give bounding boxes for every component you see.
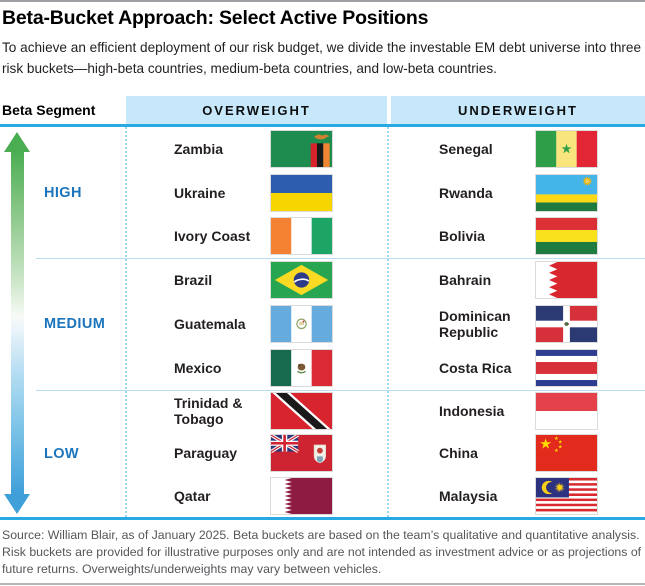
- underweight-column: Senegal Rwanda Bolivia: [391, 127, 645, 258]
- figure-title: Beta-Bucket Approach: Select Active Posi…: [2, 7, 429, 29]
- table-row: Dominican Republic: [391, 302, 645, 346]
- table-row: China: [391, 432, 645, 474]
- country-label: Qatar: [174, 487, 211, 504]
- country-label: Guatemala: [174, 316, 246, 332]
- header-rule: [0, 124, 645, 127]
- trinidad-tobago-flag: [270, 392, 333, 431]
- segment-high: HIGH Zambia Ukraine Ivory Coast Senegal …: [0, 127, 645, 258]
- paraguay-flag: [270, 434, 333, 473]
- bottom-rule: [0, 583, 645, 585]
- arrow-down-head: [4, 494, 30, 514]
- table-row: Costa Rica: [391, 346, 645, 390]
- arrow-shaft: [11, 151, 24, 495]
- country-label: Zambia: [174, 140, 224, 157]
- figure-subtitle: To achieve an efficient deployment of ou…: [2, 40, 642, 76]
- segment-low: LOW Trinidad & Tobago Paraguay Qatar Ind…: [0, 390, 645, 517]
- overweight-column: Brazil Guatemala Mexico: [126, 258, 387, 390]
- dominican-republic-flag: [535, 305, 598, 343]
- table-row: Bahrain: [391, 258, 645, 302]
- country-label: Bolivia: [439, 228, 485, 245]
- country-label: Paraguay: [174, 445, 238, 462]
- country-label: Dominican Republic: [439, 308, 511, 340]
- table-row: Ukraine: [126, 171, 387, 215]
- china-flag: [535, 434, 598, 473]
- rwanda-flag: [535, 173, 598, 212]
- table-row: Rwanda: [391, 171, 645, 215]
- beta-segment-column-header: Beta Segment: [2, 102, 96, 118]
- segment-medium: MEDIUM Brazil Guatemala Mexico Bahrain D…: [0, 258, 645, 390]
- country-label: Bahrain: [439, 272, 492, 288]
- table-bottom-rule: [0, 517, 645, 520]
- country-label: Senegal: [439, 140, 493, 157]
- segment-separator: [36, 258, 645, 259]
- ivory-coast-flag: [270, 217, 333, 256]
- table-row: Bolivia: [391, 214, 645, 258]
- malaysia-flag: [535, 476, 598, 515]
- table-row: Zambia: [126, 127, 387, 171]
- table-row: Indonesia: [391, 390, 645, 432]
- table-row: Trinidad & Tobago: [126, 390, 387, 432]
- mexico-flag: [270, 349, 333, 387]
- country-label: Costa Rica: [439, 360, 512, 376]
- column-divider-left: [125, 127, 127, 517]
- senegal-flag: [535, 129, 598, 168]
- overweight-column: Zambia Ukraine Ivory Coast: [126, 127, 387, 258]
- country-label: Ukraine: [174, 184, 226, 201]
- segment-label-high: HIGH: [44, 184, 82, 201]
- country-label: Indonesia: [439, 403, 505, 420]
- arrow-up-head: [4, 132, 30, 152]
- bahrain-flag: [535, 261, 598, 299]
- country-label: Brazil: [174, 272, 213, 288]
- country-label: Ivory Coast: [174, 228, 251, 245]
- table-row: Mexico: [126, 346, 387, 390]
- table-row: Qatar: [126, 475, 387, 517]
- segment-separator: [36, 390, 645, 391]
- table-row: Ivory Coast: [126, 214, 387, 258]
- bolivia-flag: [535, 217, 598, 256]
- overweight-column: Trinidad & Tobago Paraguay Qatar: [126, 390, 387, 517]
- underweight-column: Indonesia China Malaysia: [391, 390, 645, 517]
- qatar-flag: [270, 476, 333, 515]
- country-label: Malaysia: [439, 487, 498, 504]
- guatemala-flag: [270, 305, 333, 343]
- underweight-column: Bahrain Dominican Republic Costa Rica: [391, 258, 645, 390]
- country-label: Trinidad & Tobago: [174, 395, 243, 428]
- beta-gradient-arrow-icon: [4, 132, 31, 514]
- ukraine-flag: [270, 173, 333, 212]
- top-rule: [0, 0, 645, 2]
- country-label: Rwanda: [439, 184, 493, 201]
- segment-label-medium: MEDIUM: [44, 316, 106, 332]
- table-row: Senegal: [391, 127, 645, 171]
- table-row: Brazil: [126, 258, 387, 302]
- country-label: Mexico: [174, 360, 222, 376]
- table-row: Malaysia: [391, 475, 645, 517]
- source-footnote: Source: William Blair, as of January 202…: [2, 528, 642, 576]
- brazil-flag: [270, 261, 333, 299]
- zambia-flag: [270, 129, 333, 168]
- table-row: Paraguay: [126, 432, 387, 474]
- column-divider-middle: [387, 127, 389, 517]
- table-row: Guatemala: [126, 302, 387, 346]
- overweight-column-header: OVERWEIGHT: [126, 96, 387, 124]
- country-label: China: [439, 445, 478, 462]
- costa-rica-flag: [535, 349, 598, 387]
- segment-label-low: LOW: [44, 445, 80, 462]
- indonesia-flag: [535, 392, 598, 431]
- underweight-column-header: UNDERWEIGHT: [391, 96, 645, 124]
